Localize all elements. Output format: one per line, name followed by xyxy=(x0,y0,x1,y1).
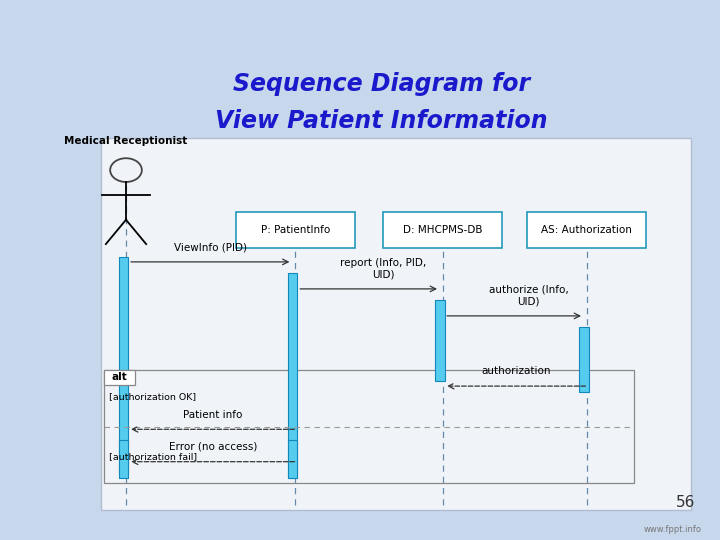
Text: [authorization fail]: [authorization fail] xyxy=(109,452,197,461)
Text: 56: 56 xyxy=(675,495,695,510)
Text: AS: Authorization: AS: Authorization xyxy=(541,225,632,235)
Bar xyxy=(104,370,634,483)
Text: View Patient Information: View Patient Information xyxy=(215,110,548,133)
Text: www.fppt.info: www.fppt.info xyxy=(644,524,702,534)
Bar xyxy=(119,256,128,472)
Text: P: PatientInfo: P: PatientInfo xyxy=(261,225,330,235)
Bar xyxy=(119,440,128,478)
Text: [authorization OK]: [authorization OK] xyxy=(109,393,196,401)
Text: D: MHCPMS-DB: D: MHCPMS-DB xyxy=(403,225,482,235)
Text: report (Info, PID,
UID): report (Info, PID, UID) xyxy=(340,258,426,279)
Text: Medical Receptionist: Medical Receptionist xyxy=(64,136,188,146)
Bar xyxy=(288,273,297,478)
FancyBboxPatch shape xyxy=(236,212,354,248)
Bar xyxy=(101,138,691,510)
Text: Sequence Diagram for: Sequence Diagram for xyxy=(233,72,530,96)
Bar xyxy=(435,300,445,381)
Text: authorization: authorization xyxy=(482,366,551,376)
Text: Error (no access): Error (no access) xyxy=(168,442,257,452)
Bar xyxy=(104,370,135,385)
Text: authorize (Info,
UID): authorize (Info, UID) xyxy=(489,285,568,306)
Bar xyxy=(580,327,589,392)
FancyBboxPatch shape xyxy=(527,212,647,248)
Text: ViewInfo (PID): ViewInfo (PID) xyxy=(174,242,247,252)
FancyBboxPatch shape xyxy=(383,212,503,248)
Text: alt: alt xyxy=(112,373,127,382)
Text: Patient info: Patient info xyxy=(183,409,243,420)
Bar xyxy=(288,440,297,478)
